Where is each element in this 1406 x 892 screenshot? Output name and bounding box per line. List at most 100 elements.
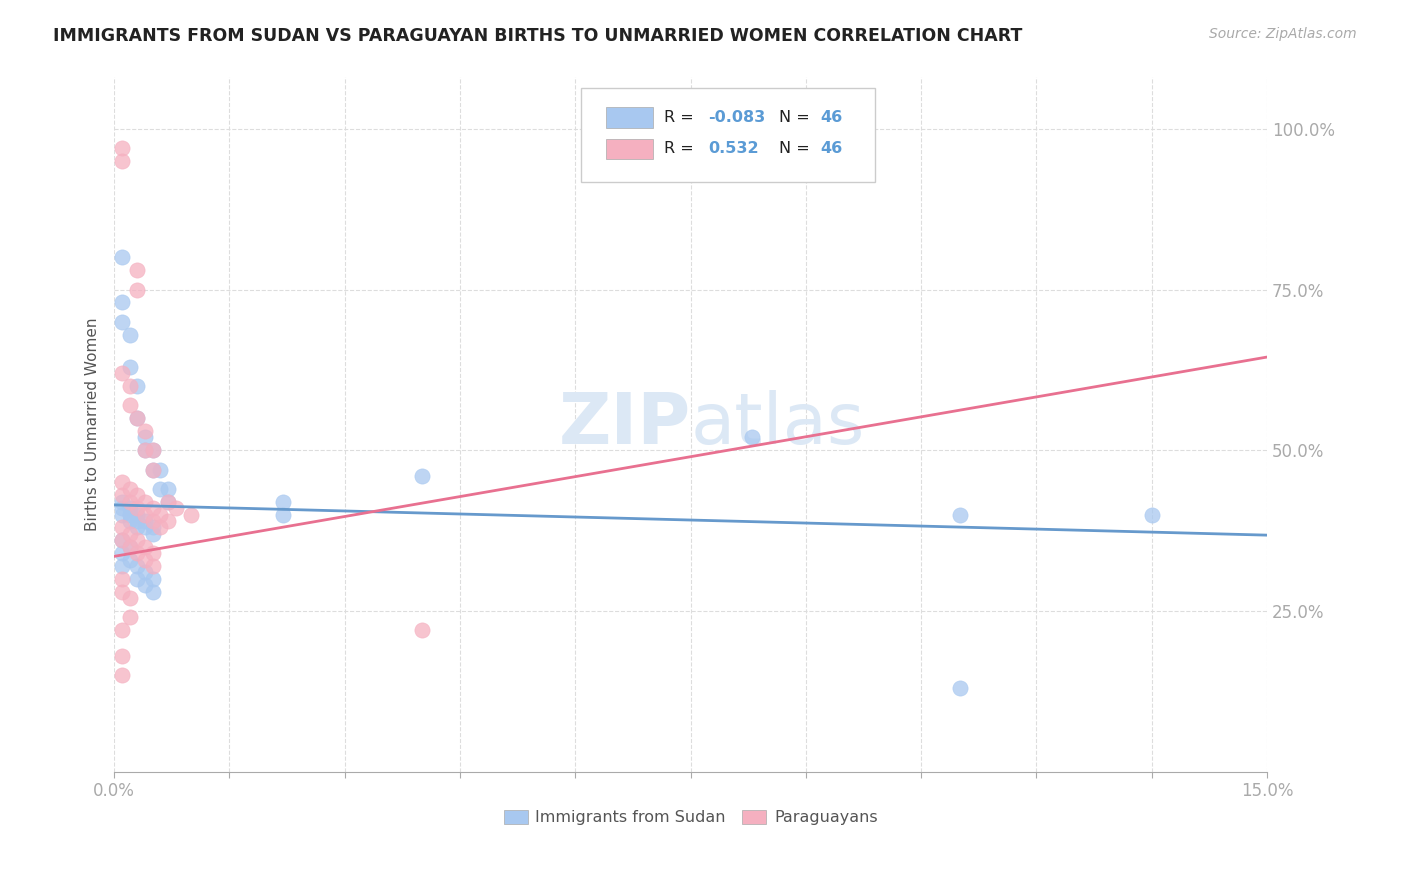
Point: [127, 520, 149, 534]
Point: [142, 462, 165, 476]
Point: [111, 366, 134, 380]
Point: [134, 443, 156, 458]
Point: [149, 508, 172, 522]
Point: [111, 315, 134, 329]
Point: [118, 482, 141, 496]
Text: atlas: atlas: [690, 390, 865, 459]
Point: [142, 584, 165, 599]
Point: [118, 514, 141, 528]
Point: [127, 559, 149, 574]
Point: [156, 494, 179, 508]
Text: -0.083: -0.083: [707, 111, 765, 125]
Point: [118, 327, 141, 342]
Point: [180, 508, 202, 522]
FancyBboxPatch shape: [581, 87, 875, 182]
Point: [111, 141, 134, 155]
Point: [165, 501, 187, 516]
Point: [111, 154, 134, 169]
Point: [118, 552, 141, 566]
Point: [111, 648, 134, 663]
Point: [134, 494, 156, 508]
Point: [156, 494, 179, 508]
Point: [118, 501, 141, 516]
Point: [111, 584, 134, 599]
Point: [142, 572, 165, 586]
Point: [134, 443, 156, 458]
Point: [142, 501, 165, 516]
Point: [127, 546, 149, 560]
Point: [134, 508, 156, 522]
Point: [111, 251, 134, 265]
Point: [111, 295, 134, 310]
Point: [271, 494, 294, 508]
Y-axis label: Births to Unmarried Women: Births to Unmarried Women: [86, 318, 100, 532]
Point: [142, 514, 165, 528]
Point: [118, 398, 141, 412]
Point: [118, 540, 141, 554]
Point: [411, 469, 433, 483]
Point: [127, 572, 149, 586]
Point: [156, 514, 179, 528]
Text: R =: R =: [664, 142, 699, 156]
Legend: Immigrants from Sudan, Paraguayans: Immigrants from Sudan, Paraguayans: [495, 802, 886, 833]
FancyBboxPatch shape: [606, 107, 652, 128]
Point: [142, 462, 165, 476]
Point: [142, 443, 165, 458]
Point: [134, 552, 156, 566]
Point: [1140, 508, 1163, 522]
Point: [142, 546, 165, 560]
Point: [271, 508, 294, 522]
Point: [127, 501, 149, 516]
Point: [156, 482, 179, 496]
Point: [118, 540, 141, 554]
Point: [149, 482, 172, 496]
Point: [142, 520, 165, 534]
Point: [111, 494, 134, 508]
Point: [134, 514, 156, 528]
Point: [111, 572, 134, 586]
Text: R =: R =: [664, 111, 699, 125]
Point: [111, 546, 134, 560]
Point: [127, 379, 149, 393]
Point: [118, 508, 141, 522]
Point: [127, 514, 149, 528]
Point: [741, 430, 763, 444]
Point: [127, 508, 149, 522]
Point: [118, 526, 141, 541]
Point: [118, 494, 141, 508]
Point: [134, 540, 156, 554]
Point: [149, 520, 172, 534]
Point: [111, 668, 134, 682]
Point: [127, 533, 149, 548]
Text: 46: 46: [821, 111, 844, 125]
Point: [111, 508, 134, 522]
Point: [142, 526, 165, 541]
Point: [127, 411, 149, 425]
Point: [111, 559, 134, 574]
FancyBboxPatch shape: [606, 138, 652, 160]
Point: [948, 508, 970, 522]
Point: [948, 681, 970, 695]
Text: IMMIGRANTS FROM SUDAN VS PARAGUAYAN BIRTHS TO UNMARRIED WOMEN CORRELATION CHART: IMMIGRANTS FROM SUDAN VS PARAGUAYAN BIRT…: [53, 27, 1022, 45]
Point: [111, 475, 134, 490]
Point: [111, 624, 134, 638]
Point: [111, 501, 134, 516]
Point: [134, 566, 156, 580]
Point: [142, 443, 165, 458]
Point: [118, 591, 141, 606]
Point: [118, 379, 141, 393]
Text: N =: N =: [779, 142, 815, 156]
Point: [118, 359, 141, 374]
Text: Source: ZipAtlas.com: Source: ZipAtlas.com: [1209, 27, 1357, 41]
Point: [127, 488, 149, 502]
Text: N =: N =: [779, 111, 815, 125]
Point: [111, 533, 134, 548]
Text: ZIP: ZIP: [558, 390, 690, 459]
Point: [134, 430, 156, 444]
Point: [111, 520, 134, 534]
Point: [411, 624, 433, 638]
Point: [127, 283, 149, 297]
Point: [127, 411, 149, 425]
Point: [134, 578, 156, 592]
Point: [134, 424, 156, 438]
